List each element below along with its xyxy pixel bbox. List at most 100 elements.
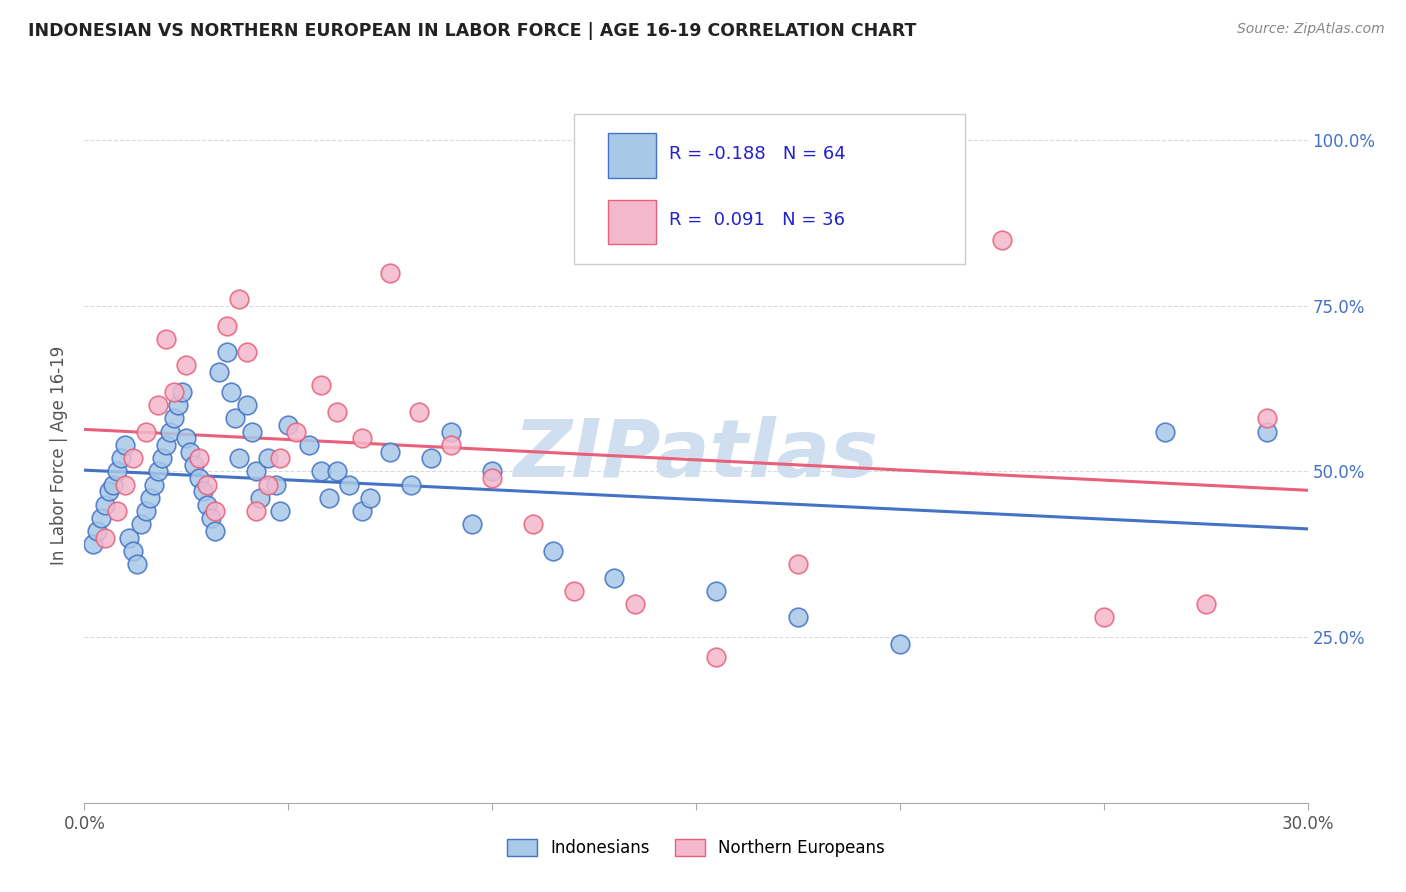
Point bbox=[420, 451, 443, 466]
Point bbox=[245, 504, 267, 518]
Point bbox=[1154, 425, 1177, 439]
Point bbox=[408, 405, 430, 419]
Legend: Indonesians, Northern Europeans: Indonesians, Northern Europeans bbox=[501, 832, 891, 864]
Point bbox=[224, 411, 246, 425]
Point bbox=[326, 405, 349, 419]
Point bbox=[114, 438, 136, 452]
Point bbox=[298, 438, 321, 452]
Point bbox=[245, 465, 267, 479]
Point bbox=[787, 610, 810, 624]
Point bbox=[228, 292, 250, 306]
Point bbox=[142, 477, 165, 491]
Point bbox=[135, 504, 157, 518]
Point bbox=[101, 477, 124, 491]
Point bbox=[93, 498, 117, 512]
Point bbox=[269, 451, 291, 466]
Point bbox=[350, 504, 373, 518]
Point bbox=[440, 438, 463, 452]
Point bbox=[90, 511, 112, 525]
Point bbox=[97, 484, 120, 499]
Point bbox=[264, 477, 287, 491]
Point bbox=[481, 471, 503, 485]
Point bbox=[183, 458, 205, 472]
Point bbox=[1256, 425, 1278, 439]
Point bbox=[380, 266, 402, 280]
Point bbox=[105, 465, 128, 479]
Point bbox=[889, 637, 911, 651]
Point bbox=[380, 444, 402, 458]
Point bbox=[236, 345, 259, 359]
Point bbox=[277, 418, 299, 433]
Point bbox=[787, 558, 810, 572]
Point bbox=[350, 431, 373, 445]
Point bbox=[562, 583, 585, 598]
Point bbox=[236, 398, 259, 412]
FancyBboxPatch shape bbox=[607, 134, 655, 178]
Point bbox=[461, 517, 484, 532]
Point bbox=[889, 153, 911, 167]
Point bbox=[249, 491, 271, 505]
Point bbox=[204, 524, 226, 538]
Point bbox=[118, 531, 141, 545]
Point bbox=[159, 425, 181, 439]
Point bbox=[318, 491, 340, 505]
Text: Source: ZipAtlas.com: Source: ZipAtlas.com bbox=[1237, 22, 1385, 37]
FancyBboxPatch shape bbox=[574, 114, 965, 264]
Point bbox=[105, 504, 128, 518]
Point bbox=[257, 451, 280, 466]
Point bbox=[122, 451, 145, 466]
Point bbox=[326, 465, 349, 479]
Point bbox=[138, 491, 160, 505]
Point bbox=[155, 332, 177, 346]
Point bbox=[163, 411, 186, 425]
Point bbox=[82, 537, 104, 551]
Point bbox=[1092, 610, 1115, 624]
Point bbox=[522, 517, 544, 532]
FancyBboxPatch shape bbox=[607, 200, 655, 244]
Point bbox=[146, 398, 169, 412]
Point bbox=[176, 431, 198, 445]
Point bbox=[359, 491, 381, 505]
Point bbox=[219, 384, 242, 399]
Point bbox=[309, 378, 332, 392]
Point bbox=[110, 451, 132, 466]
Point bbox=[172, 384, 194, 399]
Point bbox=[217, 345, 239, 359]
Point bbox=[1256, 411, 1278, 425]
Point bbox=[86, 524, 108, 538]
Point bbox=[114, 477, 136, 491]
Point bbox=[167, 398, 190, 412]
Point bbox=[122, 544, 145, 558]
Point bbox=[179, 444, 201, 458]
Point bbox=[127, 558, 149, 572]
Point bbox=[208, 365, 231, 379]
Point bbox=[204, 504, 226, 518]
Point bbox=[706, 650, 728, 665]
Point bbox=[176, 359, 198, 373]
Text: R =  0.091   N = 36: R = 0.091 N = 36 bbox=[669, 211, 845, 229]
Point bbox=[399, 477, 422, 491]
Point bbox=[217, 318, 239, 333]
Y-axis label: In Labor Force | Age 16-19: In Labor Force | Age 16-19 bbox=[51, 345, 69, 565]
Point bbox=[339, 477, 361, 491]
Point bbox=[195, 477, 218, 491]
Point bbox=[187, 471, 209, 485]
Text: INDONESIAN VS NORTHERN EUROPEAN IN LABOR FORCE | AGE 16-19 CORRELATION CHART: INDONESIAN VS NORTHERN EUROPEAN IN LABOR… bbox=[28, 22, 917, 40]
Point bbox=[240, 425, 263, 439]
Point bbox=[187, 451, 209, 466]
Text: R = -0.188   N = 64: R = -0.188 N = 64 bbox=[669, 145, 846, 163]
Point bbox=[257, 477, 280, 491]
Point bbox=[285, 425, 308, 439]
Point bbox=[706, 583, 728, 598]
Point bbox=[991, 233, 1014, 247]
Point bbox=[150, 451, 173, 466]
Point bbox=[163, 384, 186, 399]
Point bbox=[155, 438, 177, 452]
Point bbox=[200, 511, 222, 525]
Point bbox=[440, 425, 463, 439]
Point bbox=[146, 465, 169, 479]
Point bbox=[543, 544, 565, 558]
Text: ZIPatlas: ZIPatlas bbox=[513, 416, 879, 494]
Point bbox=[1195, 597, 1218, 611]
Point bbox=[131, 517, 153, 532]
